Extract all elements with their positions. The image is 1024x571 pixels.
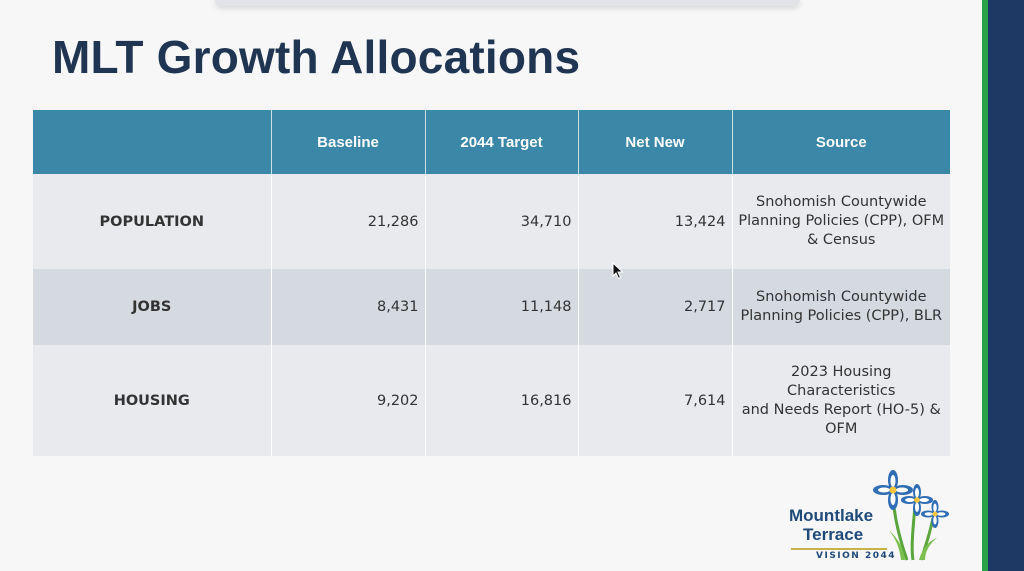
header-source: Source (732, 110, 950, 174)
growth-allocations-table: Baseline 2044 Target Net New Source POPU… (33, 110, 950, 456)
row-label: HOUSING (33, 345, 272, 456)
table-header-row: Baseline 2044 Target Net New Source (33, 110, 950, 174)
logo-line-1: Mountlake (789, 506, 874, 525)
table-row-population: POPULATION 21,286 34,710 13,424 Snohomis… (33, 174, 950, 269)
source-line: Snohomish Countywide (756, 194, 927, 210)
header-cell-empty (33, 110, 272, 174)
source-cell: Snohomish Countywide Planning Policies (… (732, 174, 950, 269)
logo-divider (791, 548, 887, 550)
header-baseline: Baseline (271, 110, 426, 174)
flower-icon (873, 470, 949, 561)
side-accent-green (982, 0, 988, 571)
row-label: POPULATION (33, 174, 272, 269)
source-line: Snohomish Countywide (756, 289, 927, 305)
header-2044-target: 2044 Target (425, 110, 579, 174)
logo-line-2: Terrace (803, 525, 864, 544)
source-line: 2023 Housing Characteristics (787, 363, 896, 399)
baseline-cell: 21,286 (271, 174, 426, 269)
source-line: & Census (807, 232, 876, 248)
table-row-jobs: JOBS 8,431 11,148 2,717 Snohomish County… (33, 269, 950, 345)
source-line: and Needs Report (HO-5) & (741, 401, 941, 418)
target-cell: 16,816 (425, 345, 579, 456)
side-accent-blue (988, 0, 1024, 571)
row-label: JOBS (33, 269, 272, 345)
presentation-slide: MLT Growth Allocations Baseline 2044 Tar… (33, 0, 956, 568)
header-net-new: Net New (578, 110, 733, 174)
source-line: Planning Policies (CPP), BLR (740, 308, 943, 324)
source-line: OFM (825, 420, 858, 437)
baseline-cell: 9,202 (271, 345, 426, 456)
target-cell: 34,710 (425, 174, 579, 269)
net-new-cell: 13,424 (578, 174, 733, 269)
target-cell: 11,148 (425, 269, 579, 345)
table-row-housing: HOUSING 9,202 16,816 7,614 2023 Housing … (33, 345, 950, 456)
source-cell: Snohomish Countywide Planning Policies (… (732, 269, 950, 345)
page-title: MLT Growth Allocations (52, 31, 581, 83)
mountlake-terrace-logo: Mountlake Terrace VISION 2044 (786, 468, 956, 568)
source-line: Planning Policies (CPP), OFM (738, 213, 945, 229)
net-new-cell: 2,717 (578, 269, 733, 345)
logo-tagline: VISION 2044 (816, 551, 897, 561)
net-new-cell: 7,614 (578, 345, 733, 456)
source-cell: 2023 Housing Characteristics and Needs R… (732, 345, 950, 456)
mouse-cursor-icon (612, 262, 624, 280)
baseline-cell: 8,431 (271, 269, 426, 345)
top-toolbar-shadow (215, 0, 800, 6)
